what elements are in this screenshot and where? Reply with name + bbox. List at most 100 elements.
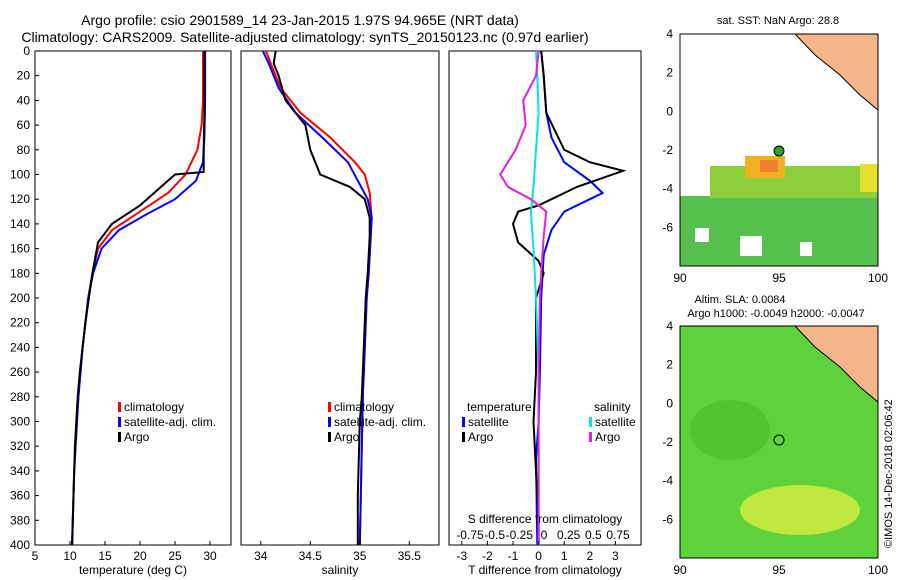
x-tick-label: 3 — [612, 549, 619, 563]
sla-map-frame — [679, 325, 879, 559]
x-tick-label: 5 — [32, 549, 39, 563]
lon-tick-label: 95 — [772, 563, 786, 577]
lat-tick-label: 2 — [666, 358, 673, 372]
temperature-xlabel: temperature (deg C) — [79, 563, 187, 577]
x-tick-label: 35.5 — [398, 549, 422, 563]
sst-lon-ticks: 90 95 100 — [673, 271, 888, 285]
sla-map-title: Altim. SLA: 0.0084 — [694, 294, 785, 306]
difference-series — [499, 50, 627, 546]
depth-tick-label: 360 — [10, 489, 30, 503]
difference-x-ticks: -3 -2 -1 0 1 2 3 — [456, 541, 619, 563]
s-diff-tick-label: 0 — [541, 528, 548, 542]
lat-tick-label: 0 — [666, 104, 673, 118]
depth-tick-label: 280 — [10, 390, 30, 404]
series-line-climatology — [264, 50, 373, 546]
sla-map-panel: Altim. SLA: 0.0084 Argo h1000: -0.0049 h… — [662, 294, 888, 577]
x-tick-label: 34 — [254, 549, 268, 563]
x-tick-label: 2 — [586, 549, 593, 563]
temperature-legend: climatology satellite-adj. clim. Argo — [118, 400, 216, 444]
depth-tick-label: 380 — [10, 513, 30, 527]
depth-tick-label: 100 — [10, 168, 30, 182]
series-line-s-satellite — [529, 50, 540, 545]
salinity-xlabel: salinity — [322, 563, 359, 577]
depth-ticks: 0 20 40 60 80 100 120 140 160 180 200 220 240 260 280 3… — [10, 44, 39, 552]
series-line-t-argo — [511, 50, 627, 545]
s-diff-tick-label: 0.5 — [585, 528, 602, 542]
salinity-legend: climatology satellite-adj. clim. Argo — [328, 400, 426, 444]
sla-lon-ticks: 90 95 100 — [673, 563, 888, 577]
s-diff-tick-label: 0.75 — [606, 528, 630, 542]
difference-plot-frame — [448, 50, 642, 546]
sst-gap — [740, 236, 762, 256]
depth-tick-label: 180 — [10, 266, 30, 280]
depth-tick-label: 320 — [10, 439, 30, 453]
lat-tick-label: 0 — [666, 396, 673, 410]
x-tick-label: 25 — [168, 549, 182, 563]
legend-heading-temperature: temperature — [467, 400, 532, 414]
salinity-series — [261, 50, 373, 546]
s-diff-tick-label: -0.25 — [506, 528, 534, 542]
depth-tick-label: 0 — [23, 44, 30, 58]
sst-gap — [695, 228, 709, 242]
difference-legend-temperature: temperature satellite Argo — [462, 400, 532, 444]
s-diff-tick-label: 0.25 — [557, 528, 581, 542]
legend-label-climatology: climatology — [124, 400, 184, 414]
legend-swatch-climatology — [328, 402, 331, 412]
x-tick-label: -2 — [482, 549, 493, 563]
salinity-plot-frame — [240, 50, 440, 546]
sla-map-subtitle: Argo h1000: -0.0049 h2000: -0.0047 — [687, 308, 864, 320]
lat-tick-label: -2 — [662, 435, 673, 449]
sst-lat-ticks: 4 2 0 -2 -4 -6 — [662, 27, 673, 234]
legend-swatch-argo — [328, 432, 331, 442]
lat-tick-label: -6 — [662, 512, 673, 526]
lat-tick-label: 2 — [666, 66, 673, 80]
depth-tick-label: 60 — [17, 118, 31, 132]
sst-hotspot-core — [760, 160, 778, 172]
sst-east-patch — [860, 164, 878, 192]
series-line-argo — [272, 50, 371, 545]
legend-label-t-argo: Argo — [468, 430, 494, 444]
legend-label-argo: Argo — [334, 430, 360, 444]
lat-tick-label: -2 — [662, 143, 673, 157]
x-tick-label: 34.5 — [299, 549, 323, 563]
sla-high-anomaly — [740, 485, 860, 535]
legend-label-s-satellite: satellite — [595, 415, 636, 429]
lon-tick-label: 90 — [673, 563, 687, 577]
sst-gap — [800, 242, 812, 256]
depth-tick-label: 40 — [17, 93, 31, 107]
depth-tick-label: 300 — [10, 415, 30, 429]
legend-label-climatology: climatology — [334, 400, 394, 414]
s-difference-label: S difference from climatology — [468, 512, 623, 526]
difference-panel: -3 -2 -1 0 1 2 3 -0.75 -0.5 -0.25 0 0.25 0.5 0.75 S … — [448, 50, 642, 577]
sst-band — [710, 166, 878, 198]
difference-legend-salinity: salinity satellite Argo — [589, 400, 636, 444]
legend-swatch-satellite — [328, 417, 331, 427]
sst-map-title: sat. SST: NaN Argo: 28.8 — [717, 15, 839, 27]
legend-swatch-climatology — [118, 402, 121, 412]
sla-low-anomaly — [690, 400, 770, 460]
lon-tick-label: 95 — [772, 271, 786, 285]
imos-credit: ©IMOS 14-Dec-2018 02:06:42 — [883, 399, 895, 548]
sst-warm-pool — [680, 196, 878, 266]
legend-label-argo: Argo — [124, 430, 150, 444]
temperature-panel: 5 10 15 20 25 30 0 20 40 60 80 100 120 140 160 180 200 2… — [10, 44, 232, 577]
legend-label-satellite: satellite-adj. clim. — [124, 415, 216, 429]
argo-float-marker — [773, 434, 785, 446]
series-line-satellite-adj-clim- — [71, 51, 207, 546]
s-diff-tick-label: -0.75 — [456, 528, 484, 542]
x-tick-label: -1 — [508, 549, 519, 563]
lon-tick-label: 90 — [673, 271, 687, 285]
legend-swatch-satellite — [118, 417, 121, 427]
depth-tick-label: 140 — [10, 217, 30, 231]
argo-float-marker — [773, 145, 785, 157]
x-tick-label: 20 — [133, 549, 147, 563]
legend-swatch-s-satellite — [589, 417, 592, 427]
sst-map-frame — [679, 33, 879, 267]
x-tick-label: 1 — [561, 549, 568, 563]
depth-tick-label: 200 — [10, 291, 30, 305]
series-line-climatology — [71, 51, 204, 546]
sla-lat-ticks: 4 2 0 -2 -4 -6 — [662, 319, 673, 526]
depth-tick-label: 240 — [10, 340, 30, 354]
lat-tick-label: 4 — [666, 319, 673, 333]
